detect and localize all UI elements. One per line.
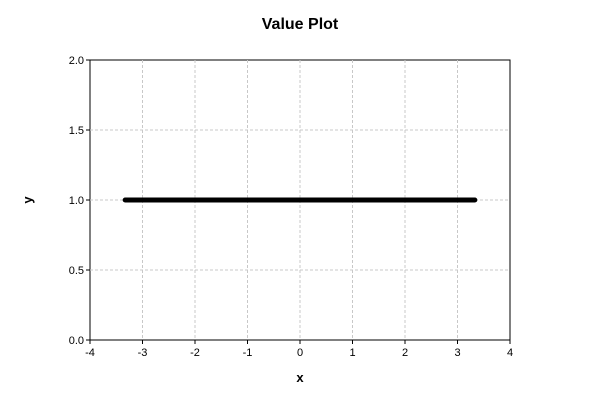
y-tick-label: 1.0	[69, 195, 84, 207]
y-tick-label: 0.5	[69, 265, 84, 277]
x-tick-label: -3	[138, 347, 148, 359]
chart-title: Value Plot	[262, 16, 339, 33]
y-axis-label: y	[20, 196, 35, 204]
x-tick-label: -1	[243, 347, 253, 359]
x-tick-label: 0	[297, 347, 303, 359]
x-tick-label: -4	[85, 347, 95, 359]
x-tick-label: 1	[349, 347, 355, 359]
y-tick-label: 2.0	[69, 55, 84, 67]
x-tick-label: 3	[454, 347, 460, 359]
x-axis-label: x	[296, 370, 304, 385]
y-axis-ticks: 0.0 0.5 1.0 1.5 2.0	[69, 55, 90, 347]
x-tick-label: 2	[402, 347, 408, 359]
y-tick-label: 1.5	[69, 125, 84, 137]
y-tick-label: 0.0	[69, 335, 84, 347]
x-tick-label: -2	[190, 347, 200, 359]
x-axis-ticks: -4 -3 -2 -1 0 1 2 3 4	[85, 340, 513, 359]
x-tick-label: 4	[507, 347, 513, 359]
